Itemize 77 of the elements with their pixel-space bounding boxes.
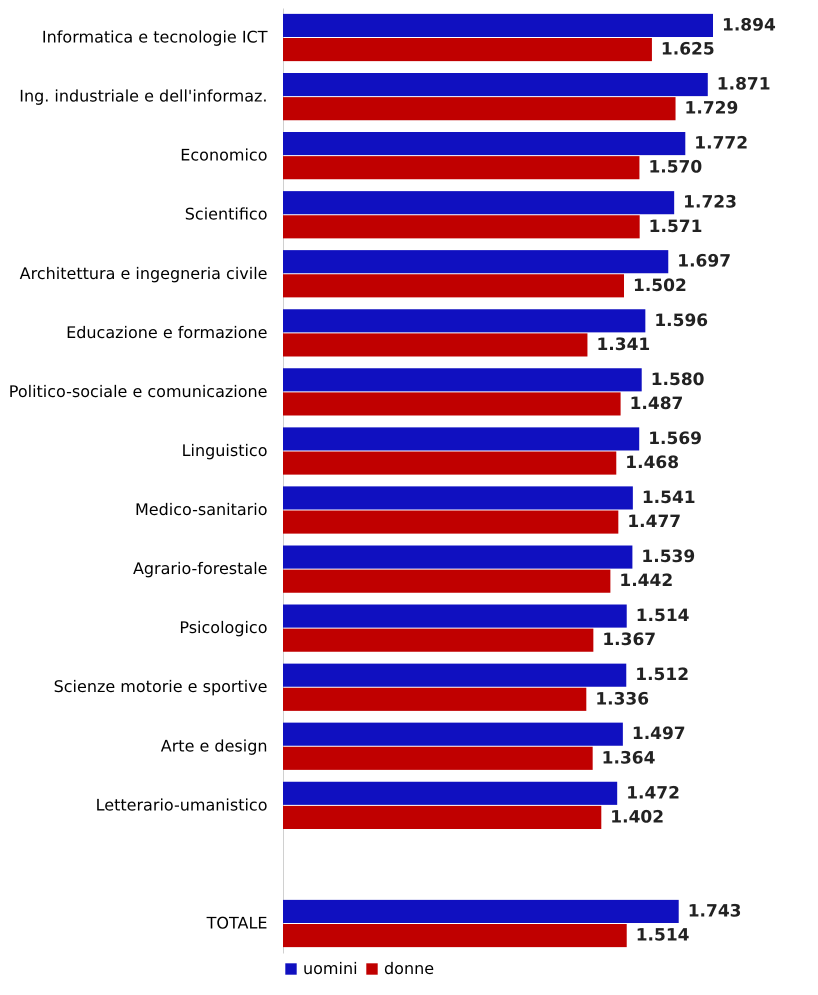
- y-tick-label: Educazione e formazione: [66, 322, 268, 342]
- data-label: 1.341: [596, 334, 650, 355]
- data-label: 1.697: [677, 252, 732, 272]
- bar: [283, 427, 640, 450]
- data-label: 1.625: [660, 40, 715, 60]
- bar: [283, 722, 623, 746]
- bar: [283, 746, 593, 770]
- y-tick-label: Ing. industriale e dell'informaz.: [19, 86, 268, 106]
- data-label: 1.570: [648, 158, 702, 178]
- bar: [283, 97, 676, 120]
- data-label: 1.487: [630, 394, 684, 414]
- bar: [283, 806, 602, 829]
- data-label: 1.539: [641, 547, 696, 568]
- data-label: 1.571: [648, 216, 702, 237]
- y-tick-label: Economico: [180, 146, 268, 165]
- data-label: 1.402: [610, 807, 664, 828]
- bar: [283, 924, 627, 948]
- bar: [283, 451, 616, 475]
- data-label: 1.367: [602, 630, 656, 650]
- y-tick-label: Psicologico: [179, 618, 268, 638]
- bar: [283, 215, 640, 238]
- data-label: 1.541: [642, 488, 696, 508]
- data-label: 1.514: [636, 926, 690, 946]
- data-label: 1.772: [694, 134, 748, 154]
- data-label: 1.894: [722, 15, 776, 36]
- y-tick-label: Architettura e ingegneria civile: [20, 264, 268, 283]
- y-tick-label: Scientifico: [184, 204, 268, 224]
- data-label: 1.364: [602, 748, 656, 768]
- legend-label: donne: [384, 959, 434, 978]
- data-label: 1.743: [688, 901, 742, 922]
- data-label: 1.569: [648, 428, 702, 449]
- data-label: 1.502: [633, 276, 687, 296]
- bar: [283, 688, 586, 711]
- data-label: 1.580: [650, 370, 705, 390]
- bar: [283, 132, 686, 156]
- data-label: 1.514: [636, 606, 690, 626]
- bar: [283, 782, 618, 805]
- bar: [283, 486, 633, 510]
- data-label: 1.477: [627, 512, 682, 532]
- bar: [283, 191, 674, 214]
- y-tick-label: Arte e design: [160, 736, 268, 756]
- y-tick-label: Informatica e tecnologie ICT: [42, 28, 268, 47]
- data-label: 1.497: [632, 724, 686, 744]
- bar: [283, 38, 652, 62]
- data-label: 1.336: [595, 689, 650, 710]
- bar: [283, 628, 594, 652]
- data-label: 1.468: [625, 453, 680, 474]
- bar: [283, 604, 627, 628]
- y-tick-label: Letterario-umanistico: [96, 795, 268, 814]
- bar: [283, 309, 646, 332]
- data-label: 1.596: [654, 310, 708, 331]
- bar: [283, 570, 610, 593]
- y-tick-label: Agrario-forestale: [132, 559, 268, 578]
- bar: [283, 368, 642, 392]
- data-label: 1.871: [716, 74, 771, 95]
- data-label: 1.723: [683, 192, 737, 213]
- bar: [283, 156, 640, 180]
- y-tick-label: Linguistico: [182, 440, 268, 460]
- data-label: 1.472: [626, 783, 680, 804]
- y-tick-label: Scienze motorie e sportive: [54, 677, 268, 696]
- bar: [283, 510, 618, 534]
- bar: [283, 545, 632, 569]
- bar: [283, 392, 621, 416]
- data-label: 1.442: [619, 571, 674, 592]
- bar: [283, 14, 713, 38]
- legend-label: uomini: [303, 959, 358, 978]
- bar: [283, 900, 679, 923]
- y-tick-label: Medico-sanitario: [134, 500, 268, 520]
- bar: [283, 333, 588, 356]
- bar: [283, 664, 626, 687]
- y-tick-label: Politico-sociale e comunicazione: [8, 382, 268, 401]
- bar: [283, 72, 708, 96]
- y-tick-label: TOTALE: [206, 913, 268, 932]
- bar: [283, 274, 624, 298]
- data-label: 1.729: [684, 98, 738, 119]
- data-label: 1.512: [635, 665, 690, 686]
- bar: [283, 250, 668, 274]
